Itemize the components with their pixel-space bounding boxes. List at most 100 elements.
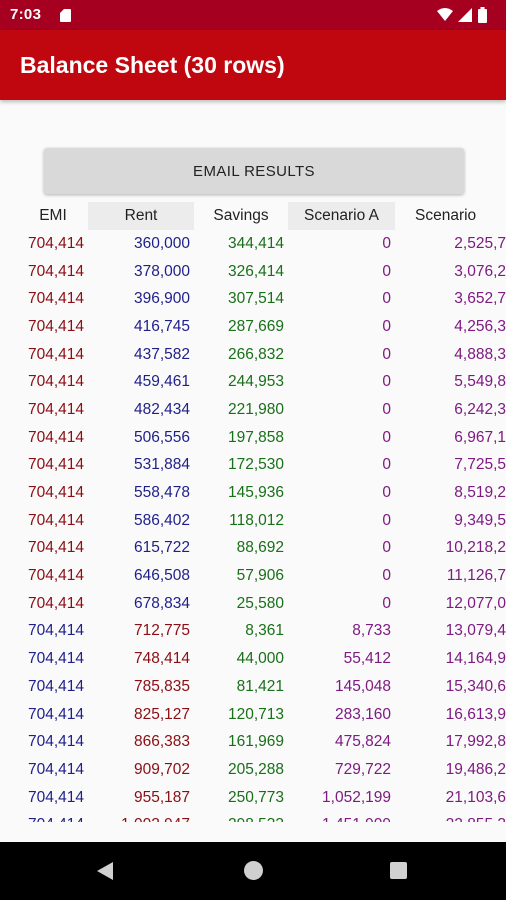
home-icon[interactable] <box>244 861 263 880</box>
rent-cell: 396,900 <box>133 290 190 308</box>
table-row: 704,4141,002,947298,5331,451,90922,855,3 <box>18 811 506 822</box>
table-row: 704,414 678,834 25,580 0 12,077,0 <box>18 590 506 618</box>
scenario-a-cell: 1,451,909 <box>288 816 395 822</box>
table-row: 704,414 506,556 197,858 0 6,967,1 <box>18 424 506 452</box>
savings-cell: 287,669 <box>227 317 284 335</box>
savings-cell: 205,288 <box>227 760 284 778</box>
sd-card-icon <box>60 9 71 22</box>
scenario-a-cell: 0 <box>382 345 391 363</box>
savings-cell: 161,969 <box>227 733 284 751</box>
rent-cell: 416,745 <box>133 317 190 335</box>
emi-cell: 704,414 <box>27 234 84 252</box>
savings-cell: 145,936 <box>227 484 284 502</box>
scenario-cell: 4,256,3 <box>454 317 506 335</box>
table-row: 704,414 825,127 120,713 283,160 16,613,9 <box>18 701 506 729</box>
scenario-a-cell: 0 <box>382 511 391 529</box>
table-row: 704,414 459,461 244,953 0 5,549,8 <box>18 368 506 396</box>
emi-cell: 704,414 <box>27 677 84 695</box>
cellular-signal-icon <box>458 8 472 22</box>
scenario-a-cell: 0 <box>382 373 391 391</box>
rent-cell: 748,414 <box>133 650 190 668</box>
emi-cell: 704,414 <box>27 317 84 335</box>
table-row: 704,414 558,478 145,936 0 8,519,2 <box>18 479 506 507</box>
table-row: 704,414 416,745 287,669 0 4,256,3 <box>18 313 506 341</box>
email-results-button[interactable]: EMAIL RESULTS <box>44 148 464 194</box>
emi-cell: 704,414 <box>27 539 84 557</box>
emi-cell: 704,414 <box>27 622 84 640</box>
rent-cell: 955,187 <box>133 788 190 806</box>
savings-cell: 307,514 <box>227 290 284 308</box>
table-row: 704,414 712,775 8,361 8,733 13,079,4 <box>18 618 506 646</box>
table-row: 704,414 646,508 57,906 0 11,126,7 <box>18 562 506 590</box>
savings-cell: 81,421 <box>236 677 284 695</box>
scenario-cell: 4,888,3 <box>454 345 506 363</box>
emi-cell: 704,414 <box>27 511 84 529</box>
scenario-a-cell: 1,052,199 <box>322 788 391 806</box>
savings-cell: 298,533 <box>194 816 288 822</box>
rent-cell: 378,000 <box>133 262 190 280</box>
emi-cell: 704,414 <box>27 594 84 612</box>
emi-cell: 704,414 <box>27 290 84 308</box>
wifi-icon <box>437 8 453 21</box>
emi-cell: 704,414 <box>27 262 84 280</box>
app-bar: Balance Sheet (30 rows) <box>0 30 506 100</box>
page-title: Balance Sheet (30 rows) <box>20 52 285 78</box>
scenario-cell: 13,079,4 <box>445 622 506 640</box>
scenario-cell: 12,077,0 <box>445 594 506 612</box>
scenario-a-cell: 0 <box>382 456 391 474</box>
header-scenario: Scenario <box>415 207 477 224</box>
emi-cell: 704,414 <box>27 373 84 391</box>
emi-cell: 704,414 <box>27 428 84 446</box>
savings-cell: 221,980 <box>227 400 284 418</box>
scenario-cell: 7,725,5 <box>454 456 506 474</box>
table-row: 704,414 615,722 88,692 0 10,218,2 <box>18 535 506 563</box>
table-row: 704,414 955,187 250,773 1,052,199 21,103,6 <box>18 784 506 812</box>
table-row: 704,414 396,900 307,514 0 3,652,7 <box>18 285 506 313</box>
scenario-cell: 21,103,6 <box>445 788 506 806</box>
back-icon[interactable] <box>97 862 113 880</box>
savings-cell: 250,773 <box>227 788 284 806</box>
rent-cell: 360,000 <box>133 234 190 252</box>
scenario-cell: 3,652,7 <box>454 290 506 308</box>
rent-cell: 531,884 <box>133 456 190 474</box>
savings-cell: 344,414 <box>227 234 284 252</box>
savings-cell: 172,530 <box>227 456 284 474</box>
scenario-cell: 2,525,7 <box>454 234 506 252</box>
rent-cell: 558,478 <box>133 484 190 502</box>
emi-cell: 704,414 <box>27 650 84 668</box>
scenario-cell: 6,967,1 <box>454 428 506 446</box>
scenario-a-cell: 283,160 <box>334 705 391 723</box>
rent-cell: 909,702 <box>133 760 190 778</box>
scenario-a-cell: 0 <box>382 317 391 335</box>
rent-cell: 506,556 <box>133 428 190 446</box>
table-row: 704,414 531,884 172,530 0 7,725,5 <box>18 452 506 480</box>
scenario-a-cell: 8,733 <box>352 622 391 640</box>
savings-cell: 326,414 <box>227 262 284 280</box>
balance-table[interactable]: EMI Rent Savings Scenario A Scenario 704… <box>18 202 506 822</box>
table-row: 704,414 482,434 221,980 0 6,242,3 <box>18 396 506 424</box>
emi-cell: 704,414 <box>27 788 84 806</box>
table-row: 704,414 586,402 118,012 0 9,349,5 <box>18 507 506 535</box>
scenario-a-cell: 0 <box>382 567 391 585</box>
emi-cell: 704,414 <box>27 760 84 778</box>
scenario-a-cell: 0 <box>382 428 391 446</box>
savings-cell: 25,580 <box>236 594 284 612</box>
savings-cell: 88,692 <box>236 539 284 557</box>
header-savings: Savings <box>213 207 269 224</box>
recents-icon[interactable] <box>390 862 407 879</box>
scenario-cell: 16,613,9 <box>445 705 506 723</box>
rent-cell: 785,835 <box>133 677 190 695</box>
table-row: 704,414 437,582 266,832 0 4,888,3 <box>18 341 506 369</box>
rent-cell: 586,402 <box>133 511 190 529</box>
savings-cell: 57,906 <box>236 567 284 585</box>
scenario-cell: 8,519,2 <box>454 484 506 502</box>
rent-cell: 459,461 <box>133 373 190 391</box>
scenario-cell: 22,855,3 <box>395 816 506 822</box>
emi-cell: 704,414 <box>27 484 84 502</box>
savings-cell: 118,012 <box>229 511 284 529</box>
scenario-a-cell: 729,722 <box>334 760 391 778</box>
battery-icon <box>478 9 487 23</box>
rent-cell: 482,434 <box>133 400 190 418</box>
rent-cell: 646,508 <box>133 567 190 585</box>
emi-cell: 704,414 <box>27 733 84 751</box>
